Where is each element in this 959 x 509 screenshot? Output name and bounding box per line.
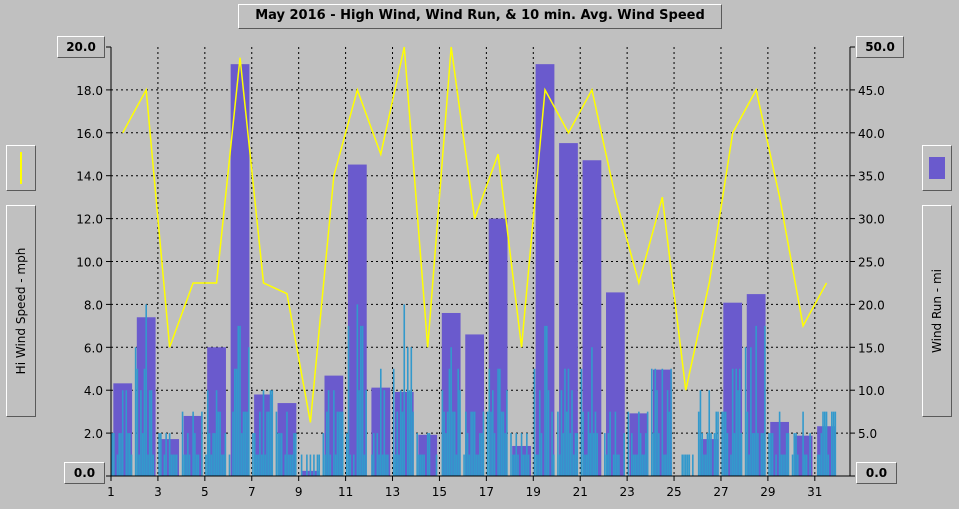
x-tick-label: 13 [385,485,400,499]
x-tick-label: 21 [573,485,588,499]
x-tick-label: 1 [107,485,115,499]
left-axis-min-label: 0.0 [64,462,105,484]
x-tick-label: 7 [248,485,256,499]
right-axis-title-box: Wind Run - mi [922,205,952,417]
wind-run-bar [535,64,555,476]
hi-wind-line [122,46,828,423]
x-tick-label: 11 [338,485,353,499]
left-tick-label: 16.0 [76,127,103,141]
x-tick-label: 19 [526,485,541,499]
left-axis-max-label: 20.0 [57,36,105,58]
left-tick-label: 2.0 [84,427,103,441]
right-tick-label: 10.0 [858,384,885,398]
hi-wind-legend-swatch [6,145,36,191]
left-tick-label: 4.0 [84,384,103,398]
x-tick-label: 25 [666,485,681,499]
left-tick-label: 14.0 [76,170,103,184]
right-tick-label: 40.0 [858,127,885,141]
right-tick-label: 30.0 [858,213,885,227]
avg-wind-spikes [111,304,837,476]
left-tick-label: 6.0 [84,341,103,355]
left-tick-label: 10.0 [76,256,103,270]
right-tick-label: 35.0 [858,170,885,184]
right-tick-label: 20.0 [858,298,885,312]
left-axis-title-box: Hi Wind Speed - mph [6,205,36,417]
right-tick-label: 15.0 [858,341,885,355]
x-tick-label: 29 [760,485,775,499]
x-tick-label: 9 [295,485,303,499]
left-tick-label: 18.0 [76,84,103,98]
x-tick-label: 23 [619,485,634,499]
x-tick-label: 3 [154,485,162,499]
left-tick-label: 8.0 [84,298,103,312]
x-tick-label: 5 [201,485,209,499]
right-tick-label: 25.0 [858,256,885,270]
x-tick-label: 31 [807,485,822,499]
wind-run-bar [559,143,578,476]
left-tick-label: 12.0 [76,213,103,227]
right-axis-min-label: 0.0 [856,462,897,484]
wind-run-bar [582,160,602,477]
chart-title: May 2016 - High Wind, Wind Run, & 10 min… [238,4,722,29]
wind-run-legend-swatch [922,145,952,191]
right-axis-max-label: 50.0 [856,36,904,58]
axes [106,46,855,481]
x-tick-label: 27 [713,485,728,499]
x-tick-label: 15 [432,485,447,499]
wind-run-legend-block [929,157,945,179]
right-tick-label: 5.0 [858,427,877,441]
hi-wind-legend-line [20,152,22,184]
x-tick-label: 17 [479,485,494,499]
right-tick-label: 45.0 [858,84,885,98]
tick-labels: 2.0 4.0 6.0 8.0 10.0 12.0 14.0 16.0 18.0 5.0 10.0 1… [76,84,884,499]
